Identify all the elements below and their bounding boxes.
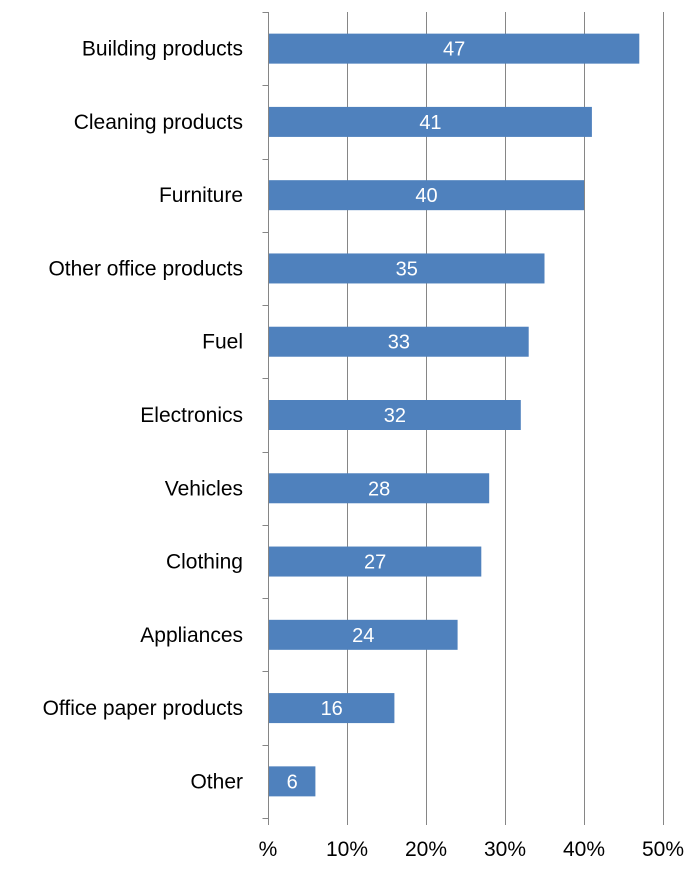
bar-4 — [269, 326, 529, 357]
data-label-3: 35 — [396, 258, 418, 280]
category-axis — [262, 12, 269, 825]
bar-10 — [269, 766, 316, 797]
category-label-9: Office paper products — [43, 697, 243, 720]
data-label-8: 24 — [352, 625, 374, 647]
bar-5 — [269, 400, 521, 430]
x-tick-label-50: 50% — [642, 838, 684, 861]
x-tick-label-10: 10% — [326, 838, 368, 861]
bars: 47 41 40 35 33 32 28 27 24 16 6 — [269, 33, 640, 797]
category-label-0: Building products — [82, 38, 243, 61]
bar-9 — [269, 693, 395, 724]
category-label-10: Other — [190, 770, 243, 793]
bar-6 — [269, 473, 490, 504]
x-tick-label-20: 20% — [405, 838, 447, 861]
x-tick-label-0: % — [259, 838, 278, 861]
category-label-2: Furniture — [159, 184, 243, 207]
bar-1 — [269, 106, 592, 137]
x-tick-label-30: 30% — [484, 838, 526, 861]
category-label-8: Appliances — [140, 624, 243, 647]
bar-8 — [269, 619, 458, 650]
category-label-1: Cleaning products — [74, 111, 243, 134]
category-label-7: Clothing — [166, 551, 243, 574]
data-label-0: 47 — [443, 39, 465, 61]
bar-3 — [269, 253, 545, 284]
bar-0 — [269, 33, 640, 64]
data-label-2: 40 — [415, 185, 437, 207]
bar-2 — [269, 180, 584, 211]
category-label-5: Electronics — [140, 404, 243, 427]
x-tick-labels: % 10% 20% 30% 40% 50% — [259, 838, 684, 861]
data-label-9: 16 — [321, 698, 343, 720]
x-tick-label-40: 40% — [563, 838, 605, 861]
category-label-4: Fuel — [202, 331, 243, 354]
data-label-10: 6 — [287, 771, 298, 793]
category-label-6: Vehicles — [165, 477, 243, 500]
data-label-7: 27 — [364, 552, 386, 574]
data-label-4: 33 — [388, 332, 410, 354]
data-label-1: 41 — [419, 112, 441, 134]
data-label-5: 32 — [384, 405, 406, 427]
data-label-6: 28 — [368, 478, 390, 500]
category-labels: Building products Cleaning products Furnit… — [43, 38, 243, 794]
category-label-3: Other office products — [48, 257, 243, 280]
bar-7 — [269, 546, 482, 577]
